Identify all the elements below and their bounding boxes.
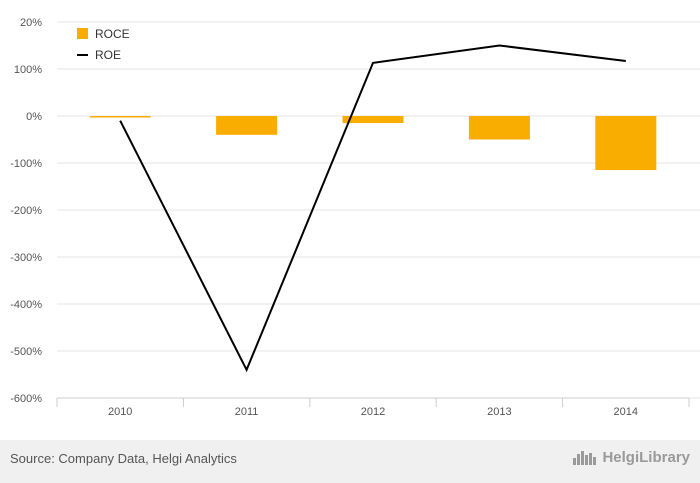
y-tick-label: -500% [10, 346, 42, 358]
y-tick-label: -200% [10, 205, 42, 217]
x-tick-label: 2013 [487, 406, 511, 418]
legend-roe-label: ROE [95, 48, 121, 62]
gridlines [57, 21, 700, 399]
y-tick-label: 20% [20, 17, 42, 29]
roce-bar-2012[interactable] [342, 116, 404, 124]
x-tick-label: 2014 [614, 406, 638, 418]
y-tick-label: -100% [10, 158, 42, 170]
roce-bar-2010[interactable] [89, 116, 151, 118]
source-note: Source: Company Data, Helgi Analytics [10, 451, 237, 466]
roe-line-layer [119, 44, 626, 373]
y-axis-ticks: 20% 100% 0% -100% -200% -300% -400% -500% -600% [10, 17, 42, 405]
x-tick-label: 2010 [108, 406, 132, 418]
roce-bar-2011[interactable] [216, 116, 278, 135]
roce-bars [89, 116, 657, 171]
y-tick-label: -600% [10, 393, 42, 405]
x-tick-label: 2012 [361, 406, 385, 418]
brand-name: HelgiLibrary [602, 448, 690, 466]
y-tick-label: 0% [26, 111, 42, 123]
x-tick-label: 2011 [235, 406, 259, 418]
legend[interactable]: ROCE ROE [77, 27, 130, 62]
legend-roce-swatch [77, 28, 88, 39]
y-tick-label: -300% [10, 252, 42, 264]
x-axis: 2010 2011 2012 2013 2014 [56, 397, 690, 418]
helgi-library-logo-icon [573, 451, 597, 465]
y-tick-label: -400% [10, 299, 42, 311]
roce-bar-2014[interactable] [595, 116, 657, 171]
roce-bar-2013[interactable] [468, 116, 530, 140]
brand[interactable]: HelgiLibrary [572, 448, 690, 466]
roe-line[interactable] [119, 44, 626, 373]
chart-plot: 20%100%0%-100%-200%-300%-400%-500%-600% … [10, 17, 700, 418]
legend-roce-label: ROCE [95, 27, 130, 41]
y-tick-label: 100% [14, 64, 42, 76]
